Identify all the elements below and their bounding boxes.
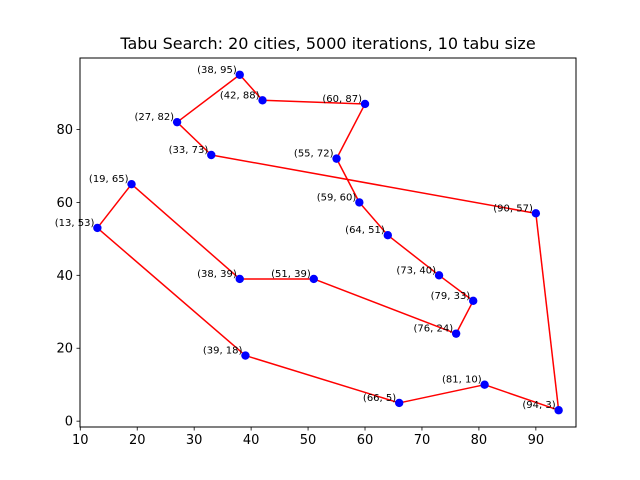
city-point [235,70,244,79]
y-tick-label: 40 [56,269,73,284]
city-point [480,380,489,389]
city-label: (13, 53) [55,218,95,229]
route-segment [96,183,133,229]
city-point [235,274,244,284]
city-point [360,99,370,109]
route-lines [96,74,560,411]
route-segment [176,121,212,156]
city-label: (60, 87) [322,94,362,105]
route-segment [455,300,474,335]
city-label: (27, 82) [134,112,174,123]
route-segment [438,274,474,302]
route-segment [211,154,536,215]
city-point [258,96,267,105]
city-label: (81, 10) [442,375,482,386]
city-point [383,231,392,240]
city-point [207,150,216,160]
city-label: (79, 33) [431,291,471,302]
city-labels: (38, 95) (42, 88) (60, 87) (55, 72) (59, 60)… [55,65,556,411]
city-point [394,398,404,408]
city-label: (64, 51) [345,225,385,236]
city-label: (90, 57) [493,203,533,214]
city-point [172,117,182,127]
city-label: (51, 39) [271,269,311,280]
city-label: (42, 88) [220,90,260,101]
route-segment [176,74,241,123]
city-label: (76, 24) [414,324,454,335]
city-label: (39, 18) [203,346,243,357]
route-segment [313,278,457,335]
city-label: (59, 60) [317,192,357,203]
city-point [241,351,250,360]
city-label: (38, 95) [197,65,237,76]
city-point [93,223,102,233]
y-tick-label: 60 [56,196,73,211]
route-segment [131,183,241,280]
city-label: (94, 3) [522,400,555,411]
city-point [332,154,341,163]
x-tick-label: 20 [129,433,146,448]
route-segment [96,227,246,357]
y-tick-label: 20 [56,342,73,357]
city-label: (73, 40) [396,265,436,276]
route-segment [335,158,360,203]
x-tick-label: 90 [528,433,545,448]
route-segment [387,234,440,276]
city-point [531,209,541,218]
x-tick-label: 80 [471,433,488,448]
city-label: (38, 39) [197,269,237,280]
city-label: (55, 72) [294,149,334,160]
route-segment [335,103,366,159]
route-segment [484,383,559,411]
route-segment [245,354,400,404]
plot-area [79,57,577,428]
x-tick-label: 10 [72,433,89,448]
city-point [127,179,136,189]
city-label: (33, 73) [169,145,209,156]
city-point [469,296,478,306]
y-tick-label: 80 [56,123,73,138]
y-tick-label: 0 [65,415,73,430]
x-tick-label: 70 [414,433,431,448]
city-point [355,198,364,207]
x-tick-label: 40 [243,433,260,448]
route-segment [239,74,264,101]
city-point [309,274,318,284]
route-segment [358,201,389,236]
route-segment [399,383,485,404]
city-label: (66, 5) [363,393,396,404]
city-point [434,271,444,280]
route-segment [262,99,366,105]
axis-ticks: 10 20 30 40 50 60 70 80 90 0 20 40 60 80 [56,123,544,448]
x-tick-label: 60 [357,433,374,448]
chart-title: Tabu Search: 20 cities, 5000 iterations,… [119,34,535,53]
city-point [554,406,563,415]
city-label: (19, 65) [89,174,129,185]
route-segment [535,213,560,411]
x-tick-label: 30 [186,433,203,448]
city-point [451,329,461,338]
city-points [93,70,563,415]
x-tick-label: 50 [300,433,317,448]
